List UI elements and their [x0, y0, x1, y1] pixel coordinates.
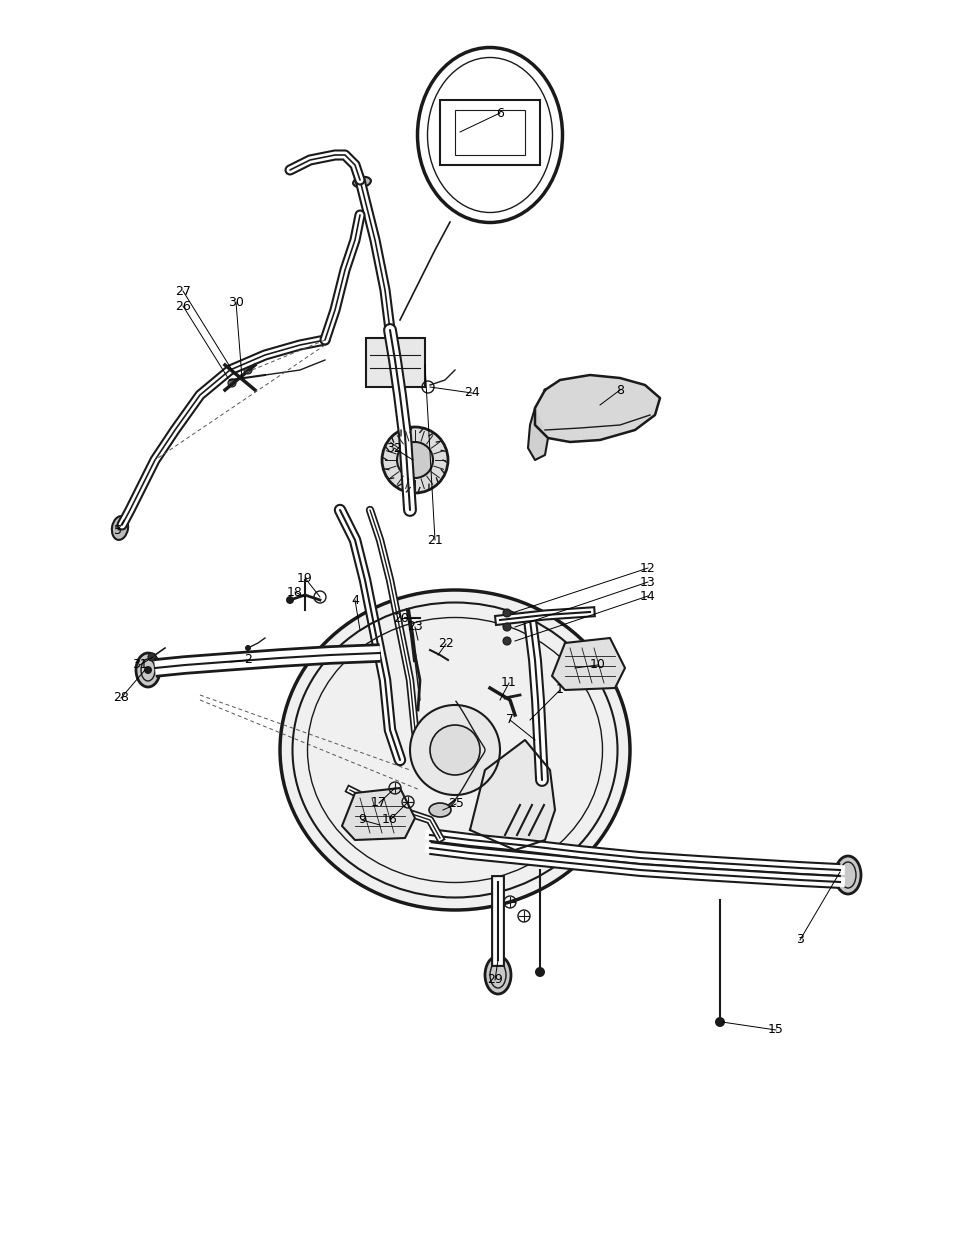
Ellipse shape: [353, 177, 371, 188]
Text: 21: 21: [427, 534, 442, 547]
Ellipse shape: [834, 856, 861, 894]
Circle shape: [148, 653, 156, 661]
Text: 5: 5: [113, 524, 122, 536]
Circle shape: [228, 379, 235, 387]
Text: 20: 20: [393, 611, 409, 625]
Circle shape: [245, 645, 251, 651]
Circle shape: [381, 427, 448, 493]
Circle shape: [502, 622, 511, 631]
Text: 18: 18: [287, 585, 303, 599]
Text: 26: 26: [175, 300, 191, 312]
Circle shape: [410, 705, 499, 795]
Text: 14: 14: [639, 589, 655, 603]
Text: 29: 29: [487, 973, 502, 987]
Text: 23: 23: [407, 620, 422, 634]
Polygon shape: [552, 638, 624, 690]
Text: 25: 25: [448, 798, 463, 810]
Text: 30: 30: [228, 295, 244, 309]
Ellipse shape: [112, 516, 128, 540]
FancyBboxPatch shape: [398, 606, 426, 627]
Circle shape: [244, 366, 252, 374]
Text: 22: 22: [437, 637, 454, 651]
Ellipse shape: [484, 956, 511, 994]
Text: 1: 1: [556, 683, 563, 697]
Text: 7: 7: [505, 714, 514, 726]
Text: 32: 32: [386, 441, 401, 454]
Polygon shape: [470, 740, 555, 850]
FancyBboxPatch shape: [366, 338, 424, 387]
Text: 19: 19: [296, 572, 313, 584]
Text: 27: 27: [175, 284, 191, 298]
Circle shape: [144, 666, 152, 674]
Polygon shape: [527, 408, 547, 459]
Text: 28: 28: [113, 692, 129, 704]
Polygon shape: [341, 788, 415, 840]
Text: 10: 10: [590, 658, 605, 672]
Text: 16: 16: [382, 814, 397, 826]
Text: 6: 6: [496, 106, 503, 120]
Circle shape: [502, 637, 511, 645]
Text: 9: 9: [357, 814, 366, 826]
Circle shape: [502, 609, 511, 618]
Circle shape: [396, 442, 433, 478]
Ellipse shape: [280, 590, 629, 910]
Ellipse shape: [136, 653, 160, 687]
Text: 13: 13: [639, 576, 655, 589]
Text: 17: 17: [371, 797, 387, 809]
Text: 24: 24: [464, 387, 479, 399]
Circle shape: [430, 725, 479, 776]
Text: 11: 11: [500, 677, 517, 689]
Circle shape: [714, 1016, 724, 1028]
Text: 31: 31: [132, 658, 148, 672]
Text: 2: 2: [244, 653, 252, 667]
Circle shape: [286, 597, 294, 604]
Text: 12: 12: [639, 562, 655, 574]
Ellipse shape: [429, 803, 451, 818]
Circle shape: [535, 967, 544, 977]
Text: 3: 3: [795, 934, 803, 946]
Polygon shape: [535, 375, 659, 442]
Text: 15: 15: [767, 1024, 783, 1036]
Text: 4: 4: [351, 594, 358, 606]
Text: 8: 8: [616, 384, 623, 396]
